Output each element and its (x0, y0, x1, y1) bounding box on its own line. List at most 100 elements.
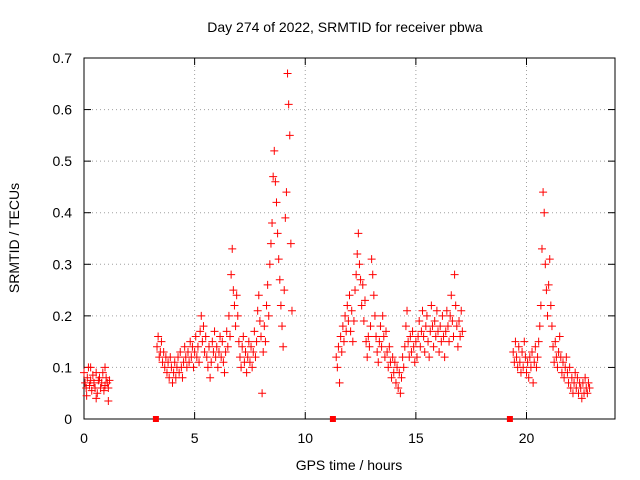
data-point (584, 378, 593, 387)
data-point (370, 311, 379, 320)
data-point (417, 327, 426, 336)
data-point (189, 363, 198, 372)
data-point (438, 311, 447, 320)
data-point (443, 322, 452, 331)
data-point (369, 291, 378, 300)
data-point (357, 301, 366, 310)
data-point (542, 286, 551, 295)
data-point (253, 306, 262, 315)
data-point (238, 342, 247, 351)
data-point (336, 332, 345, 341)
data-point (358, 280, 367, 289)
data-point (233, 311, 242, 320)
data-point (99, 386, 108, 395)
y-tick-label: 0.6 (53, 102, 73, 118)
data-point (352, 270, 361, 279)
gap-marker (152, 416, 159, 422)
data-point (280, 286, 289, 295)
data-point (355, 260, 364, 269)
data-point (195, 358, 204, 367)
data-point (221, 347, 230, 356)
data-point (571, 368, 580, 377)
data-point (265, 260, 274, 269)
data-point (260, 322, 269, 331)
data-point (511, 337, 520, 346)
data-point (338, 322, 347, 331)
data-point (217, 353, 226, 362)
data-point (185, 358, 194, 367)
data-point (437, 337, 446, 346)
data-point (363, 353, 372, 362)
gap-markers (152, 416, 513, 422)
data-point (276, 301, 285, 310)
data-point (203, 363, 212, 372)
data-point (408, 327, 417, 336)
data-point (212, 342, 221, 351)
data-point (397, 373, 406, 382)
data-point (251, 353, 260, 362)
data-point (257, 332, 265, 341)
data-point (278, 322, 287, 331)
data-point (385, 342, 394, 351)
data-point (435, 347, 444, 356)
data-point (242, 368, 251, 377)
data-point (405, 353, 414, 362)
data-point (226, 332, 235, 341)
data-point (528, 347, 537, 356)
data-point (224, 311, 233, 320)
data-points (80, 69, 594, 405)
data-point (334, 342, 343, 351)
y-tick-label: 0.5 (53, 153, 73, 169)
data-point (555, 332, 564, 341)
data-point (418, 306, 427, 315)
data-point (216, 332, 225, 341)
data-point (372, 332, 381, 341)
data-point (583, 389, 592, 398)
data-point (376, 322, 385, 331)
data-point (387, 373, 396, 382)
data-point (525, 353, 534, 362)
data-point (518, 347, 527, 356)
data-point (86, 363, 95, 372)
data-point (105, 376, 114, 385)
gap-marker (329, 416, 336, 422)
data-point (333, 363, 342, 372)
data-point (248, 363, 257, 372)
data-point (222, 327, 231, 336)
data-point (241, 347, 250, 356)
data-point (219, 358, 228, 367)
data-point (362, 337, 371, 346)
data-point (262, 301, 271, 310)
data-point (565, 363, 574, 372)
data-point (271, 177, 280, 186)
data-point (186, 337, 195, 346)
data-point (268, 219, 277, 228)
data-point (178, 373, 187, 382)
data-point (207, 358, 216, 367)
data-point (524, 373, 533, 382)
data-point (541, 260, 550, 269)
data-point (93, 389, 102, 398)
data-point (252, 337, 261, 346)
data-point (269, 172, 278, 181)
data-point (198, 337, 207, 346)
x-tick-label: 10 (297, 430, 313, 446)
data-point (425, 353, 434, 362)
data-point (259, 347, 268, 356)
data-point (284, 100, 293, 109)
data-point (247, 342, 256, 351)
y-tick-label: 0 (64, 411, 72, 427)
y-tick-label: 0.3 (53, 256, 73, 272)
data-point (399, 363, 408, 372)
data-point (229, 286, 238, 295)
data-point (540, 208, 549, 217)
data-point (346, 327, 355, 336)
data-point (339, 337, 348, 346)
data-point (551, 337, 560, 346)
data-point (168, 378, 177, 387)
data-point (220, 368, 229, 377)
data-point (191, 332, 200, 341)
data-point (286, 239, 295, 248)
data-point (400, 342, 409, 351)
data-point (442, 306, 451, 315)
